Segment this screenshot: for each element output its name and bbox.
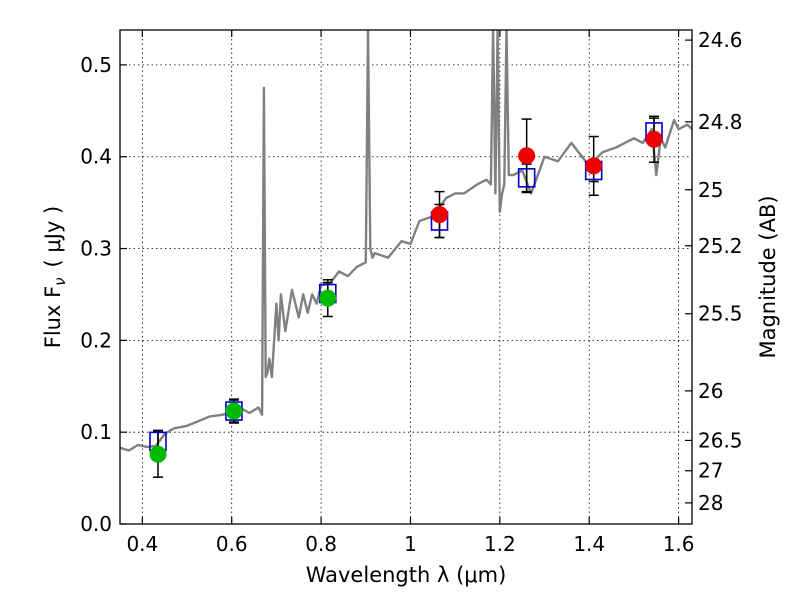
y-axis-label-right: Magnitude (AB) [756,195,780,358]
y-axis-label-unit: ( μJy ) [41,206,65,268]
x-tick-label: 1.6 [663,532,695,556]
circle-marker [518,147,536,165]
circle-marker [319,289,337,307]
x-tick-label: 0.6 [216,532,248,556]
y-tick-label: 0.0 [80,512,112,536]
right-tick-label: 24.6 [698,28,743,52]
right-tick-label: 25.5 [698,302,743,326]
y-tick-label: 0.2 [80,328,112,352]
axes-frame [119,29,693,525]
right-tick-label: 28 [698,491,723,515]
spectrum-line [120,30,692,452]
x-tick-label: 1 [404,532,417,556]
right-tick-label: 24.8 [698,110,743,134]
y-axis-label: Flux Fν ( μJy ) [41,206,69,349]
x-tick-label: 0.4 [126,532,158,556]
circle-marker [225,402,243,420]
y-tick-label: 0.5 [80,53,112,77]
y-tick-label: 0.1 [80,420,112,444]
right-tick-label: 26.5 [698,428,743,452]
x-tick-label: 0.8 [305,532,337,556]
square-marker [517,168,536,188]
y-tick-label: 0.4 [80,145,112,169]
circle-marker [645,130,663,148]
x-tick-label: 1.4 [573,532,605,556]
right-tick-label: 25 [698,178,723,202]
grid-layer [120,30,692,525]
circle-marker [431,206,449,224]
circle-marker [149,445,167,463]
x-tick-label: 1.2 [484,532,516,556]
right-tick-label: 26 [698,379,723,403]
right-tick-label: 25.2 [698,234,743,258]
y-axis-label-subscript: ν [51,277,69,285]
circle-marker [585,157,603,175]
plot-area [120,30,692,478]
y-tick-label: 0.3 [80,237,112,261]
y-axis-label-main: Flux F [41,286,65,348]
right-tick-label: 27 [698,459,723,483]
tick-layer: 0.4 0.6 0.8 1 1.2 1.4 1.6 0.0 0.1 0.2 0.3 0.4 0.5 24.… [80,28,742,556]
x-axis-label: Wavelength λ (μm) [306,563,507,587]
